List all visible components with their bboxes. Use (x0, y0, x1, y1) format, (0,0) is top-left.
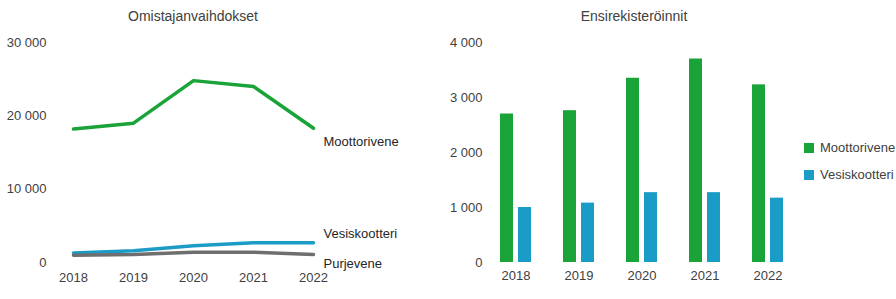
svg-text:2018: 2018 (502, 268, 531, 283)
svg-text:2022: 2022 (299, 270, 328, 285)
svg-text:0: 0 (475, 255, 482, 270)
svg-text:10 000: 10 000 (7, 181, 47, 196)
svg-text:1 000: 1 000 (450, 200, 483, 215)
svg-text:2021: 2021 (691, 268, 720, 283)
html-text:Vesiskootteri: Vesiskootteri (820, 167, 894, 182)
html-text:Ensirekisteröinnit: Ensirekisteröinnit (580, 8, 688, 24)
svg-text:2022: 2022 (754, 268, 783, 283)
svg-text:Purjevene: Purjevene (324, 256, 383, 271)
svg-text:3 000: 3 000 (450, 90, 483, 105)
svg-text:2020: 2020 (179, 270, 208, 285)
svg-text:2 000: 2 000 (450, 145, 483, 160)
svg-text:4 000: 4 000 (450, 35, 483, 50)
svg-text:2020: 2020 (628, 268, 657, 283)
svg-text:Moottorivene: Moottorivene (324, 134, 399, 149)
svg-text:20 000: 20 000 (7, 108, 47, 123)
svg-text:2021: 2021 (239, 270, 268, 285)
svg-text:30 000: 30 000 (7, 35, 47, 50)
html-text:Omistajanvaihdokset: Omistajanvaihdokset (128, 8, 258, 24)
svg-text:2019: 2019 (565, 268, 594, 283)
html-text:Moottorivene: Moottorivene (820, 140, 896, 155)
svg-text:2018: 2018 (59, 270, 88, 285)
svg-text:0: 0 (39, 255, 46, 270)
svg-text:2019: 2019 (119, 270, 148, 285)
svg-text:Vesiskootteri: Vesiskootteri (324, 226, 398, 241)
